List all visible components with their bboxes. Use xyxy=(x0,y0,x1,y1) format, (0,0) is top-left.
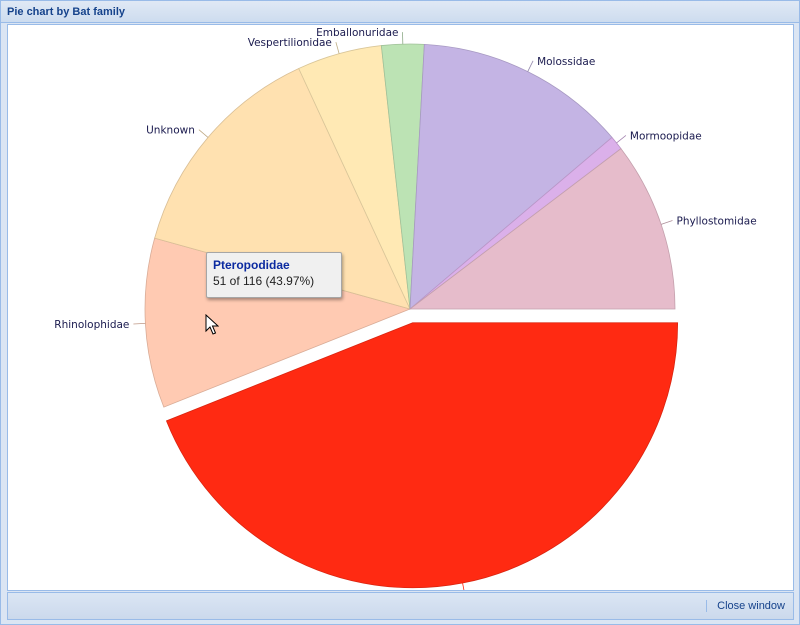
leader-line xyxy=(133,322,146,325)
leader-line xyxy=(462,582,465,590)
slice-label: Rhinolophidae xyxy=(54,319,129,331)
slice-label: Unknown xyxy=(146,125,195,137)
chart-panel: Pteropodidae Rhinolophidae Unknown Vesperti… xyxy=(7,24,794,591)
leader-line xyxy=(661,220,673,225)
mouse-pointer-icon xyxy=(205,314,219,335)
slice-label: Molossidae xyxy=(537,56,595,68)
pie-chart: Pteropodidae Rhinolophidae Unknown Vesperti… xyxy=(54,27,757,590)
leader-line xyxy=(616,135,627,144)
leader-line xyxy=(527,60,534,72)
pie-slice-phyllostomidae[interactable] xyxy=(408,148,676,310)
pie-slice-molossidae[interactable] xyxy=(409,43,613,310)
slice-tooltip: Pteropodidae 51 of 116 (43.97%) xyxy=(206,252,342,298)
tooltip-detail: 51 of 116 (43.97%) xyxy=(213,274,315,288)
slice-label: Phyllostomidae xyxy=(676,216,756,228)
leader-line xyxy=(335,41,340,54)
close-window-button[interactable]: Close window xyxy=(706,600,785,612)
slice-label: Mormoopidae xyxy=(630,130,702,142)
tooltip-title: Pteropodidae xyxy=(213,258,290,272)
leader-line xyxy=(198,129,209,138)
window-title: Pie chart by Bat family xyxy=(7,6,125,18)
window-titlebar[interactable]: Pie chart by Bat family xyxy=(1,1,799,23)
pie-slice-unknown[interactable] xyxy=(154,67,411,310)
window-footer: Close window xyxy=(7,592,794,620)
slice-label: Emballonuridae xyxy=(316,27,398,39)
slice-label: Vespertilionidae xyxy=(248,37,332,49)
